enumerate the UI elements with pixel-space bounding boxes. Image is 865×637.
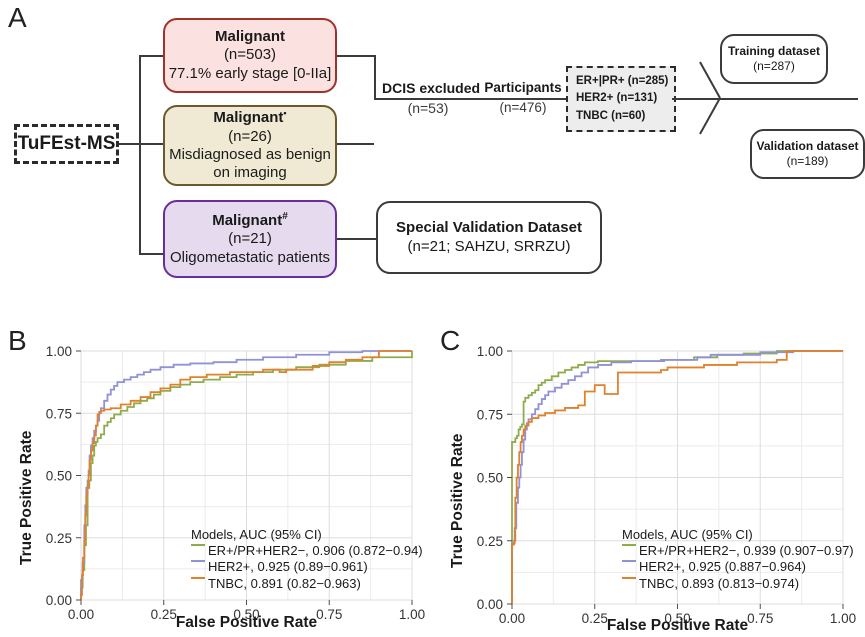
svg-text:0.00: 0.00	[477, 597, 503, 612]
svg-text:0.75: 0.75	[477, 407, 503, 422]
svg-text:0.50: 0.50	[46, 469, 72, 484]
svg-text:0.75: 0.75	[46, 406, 72, 421]
svg-text:0.50: 0.50	[477, 471, 503, 486]
svg-text:0.25: 0.25	[46, 531, 72, 546]
svg-text:1.00: 1.00	[477, 344, 503, 359]
svg-text:0.25: 0.25	[477, 534, 503, 549]
svg-text:1.00: 1.00	[46, 344, 72, 359]
svg-text:0.00: 0.00	[46, 593, 72, 608]
